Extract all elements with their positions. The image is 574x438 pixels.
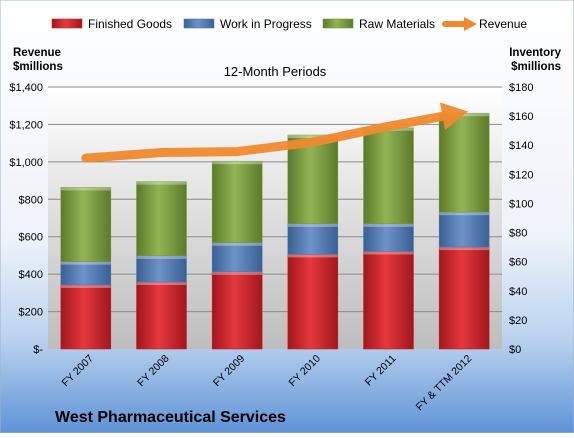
left-tick-label: $800 (19, 194, 43, 206)
bar-finished-goods (364, 251, 414, 349)
left-tick-label: $600 (19, 232, 43, 244)
bar-work-in-progress (137, 256, 187, 282)
right-tick-label: $180 (509, 82, 533, 94)
bar-work-in-progress (212, 243, 262, 272)
bar-finished-goods (61, 285, 111, 349)
left-axis-label-line2: $millions (13, 61, 63, 73)
legend-swatch (52, 19, 82, 28)
left-tick-label: $- (33, 344, 43, 356)
bar-raw-materials (61, 187, 111, 261)
legend-label: Raw Materials (359, 17, 435, 31)
bar-raw-materials (212, 161, 262, 243)
bar-highlight (288, 254, 338, 257)
left-tick-label: $1,400 (9, 82, 43, 94)
bar-highlight (364, 251, 414, 254)
right-tick-label: $20 (509, 315, 527, 327)
right-tick-label: $40 (509, 286, 527, 298)
left-tick-label: $200 (19, 307, 43, 319)
legend-label: Finished Goods (88, 17, 172, 31)
bar-raw-materials (137, 182, 187, 256)
right-tick-label: $160 (509, 111, 533, 123)
bar-work-in-progress (439, 212, 489, 247)
bar-highlight (137, 282, 187, 285)
right-tick-label: $0 (509, 344, 521, 356)
bar-highlight (212, 272, 262, 275)
bar-highlight (61, 285, 111, 288)
left-tick-label: $1,000 (9, 157, 43, 169)
left-tick-label: $1,200 (9, 119, 43, 131)
bar-highlight (61, 262, 111, 265)
legend-swatch (184, 19, 214, 28)
left-tick-label: $400 (19, 269, 43, 281)
bar-highlight (439, 212, 489, 215)
legend-label: Revenue (479, 17, 527, 31)
bar-finished-goods (288, 254, 338, 349)
right-tick-label: $60 (509, 257, 527, 269)
bar-highlight (212, 161, 262, 164)
bar-highlight (288, 224, 338, 227)
right-axis-label-line1: Inventory (509, 47, 561, 59)
bar-highlight (212, 243, 262, 246)
bar-finished-goods (212, 272, 262, 349)
bar-highlight (364, 224, 414, 227)
bar-highlight (137, 256, 187, 259)
bar-work-in-progress (364, 224, 414, 252)
bar-highlight (439, 247, 489, 250)
bar-highlight (137, 182, 187, 185)
right-tick-label: $80 (509, 228, 527, 240)
company-name: West Pharmaceutical Services (55, 409, 286, 426)
right-tick-label: $140 (509, 140, 533, 152)
chart-title: 12-Month Periods (224, 64, 327, 79)
left-axis-label-line1: Revenue (13, 47, 61, 59)
legend-swatch (323, 19, 353, 28)
bar-work-in-progress (288, 224, 338, 255)
bar-raw-materials (364, 128, 414, 224)
right-tick-label: $100 (509, 198, 533, 210)
bar-highlight (61, 187, 111, 190)
plot-area (48, 87, 502, 349)
bar-finished-goods (439, 247, 489, 349)
bar-work-in-progress (61, 262, 111, 285)
right-axis-label-line2: $millions (511, 61, 561, 73)
legend-label: Work in Progress (220, 17, 312, 31)
right-tick-label: $120 (509, 169, 533, 181)
bar-finished-goods (137, 282, 187, 349)
